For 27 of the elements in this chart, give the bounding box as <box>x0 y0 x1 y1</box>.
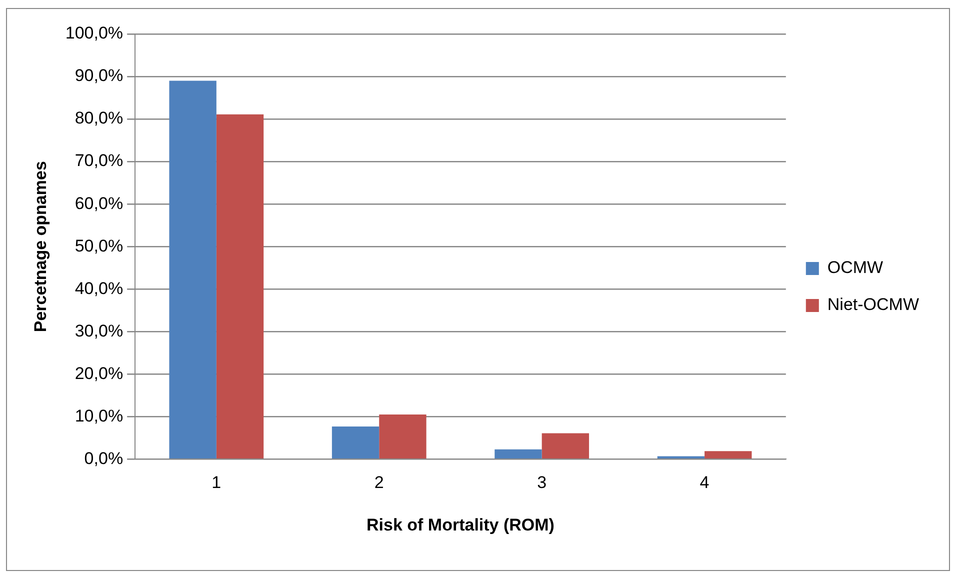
bar <box>494 449 542 459</box>
bar <box>332 426 380 459</box>
x-tick-label: 3 <box>537 473 547 492</box>
y-axis-title: Percetnage opnames <box>30 161 50 332</box>
y-tick-label: 10,0% <box>74 406 124 426</box>
y-tick-label: 60,0% <box>74 194 124 213</box>
y-tick-label: 50,0% <box>74 236 124 256</box>
bar <box>657 456 705 459</box>
bar <box>542 433 590 459</box>
legend-label: OCMW <box>827 258 884 278</box>
y-tick-label: 90,0% <box>74 66 124 86</box>
x-tick-label: 2 <box>374 473 384 492</box>
x-tick-label: 1 <box>212 473 222 492</box>
y-tick-label: 40,0% <box>74 278 124 298</box>
bar <box>169 80 216 459</box>
bar <box>704 451 752 459</box>
legend-label: Niet-OCMW <box>827 295 920 314</box>
y-tick-label: 70,0% <box>74 151 124 170</box>
y-tick-label: 20,0% <box>74 364 124 383</box>
y-tick-label: 30,0% <box>74 321 124 340</box>
x-axis-title: Risk of Mortality (ROM) <box>366 515 554 534</box>
y-tick-label: 0,0% <box>84 448 124 468</box>
y-tick-label: 80,0% <box>74 108 124 128</box>
bar <box>216 114 264 459</box>
bar <box>379 414 426 459</box>
y-tick-label: 100,0% <box>65 24 124 43</box>
x-tick-label: 4 <box>700 473 710 492</box>
